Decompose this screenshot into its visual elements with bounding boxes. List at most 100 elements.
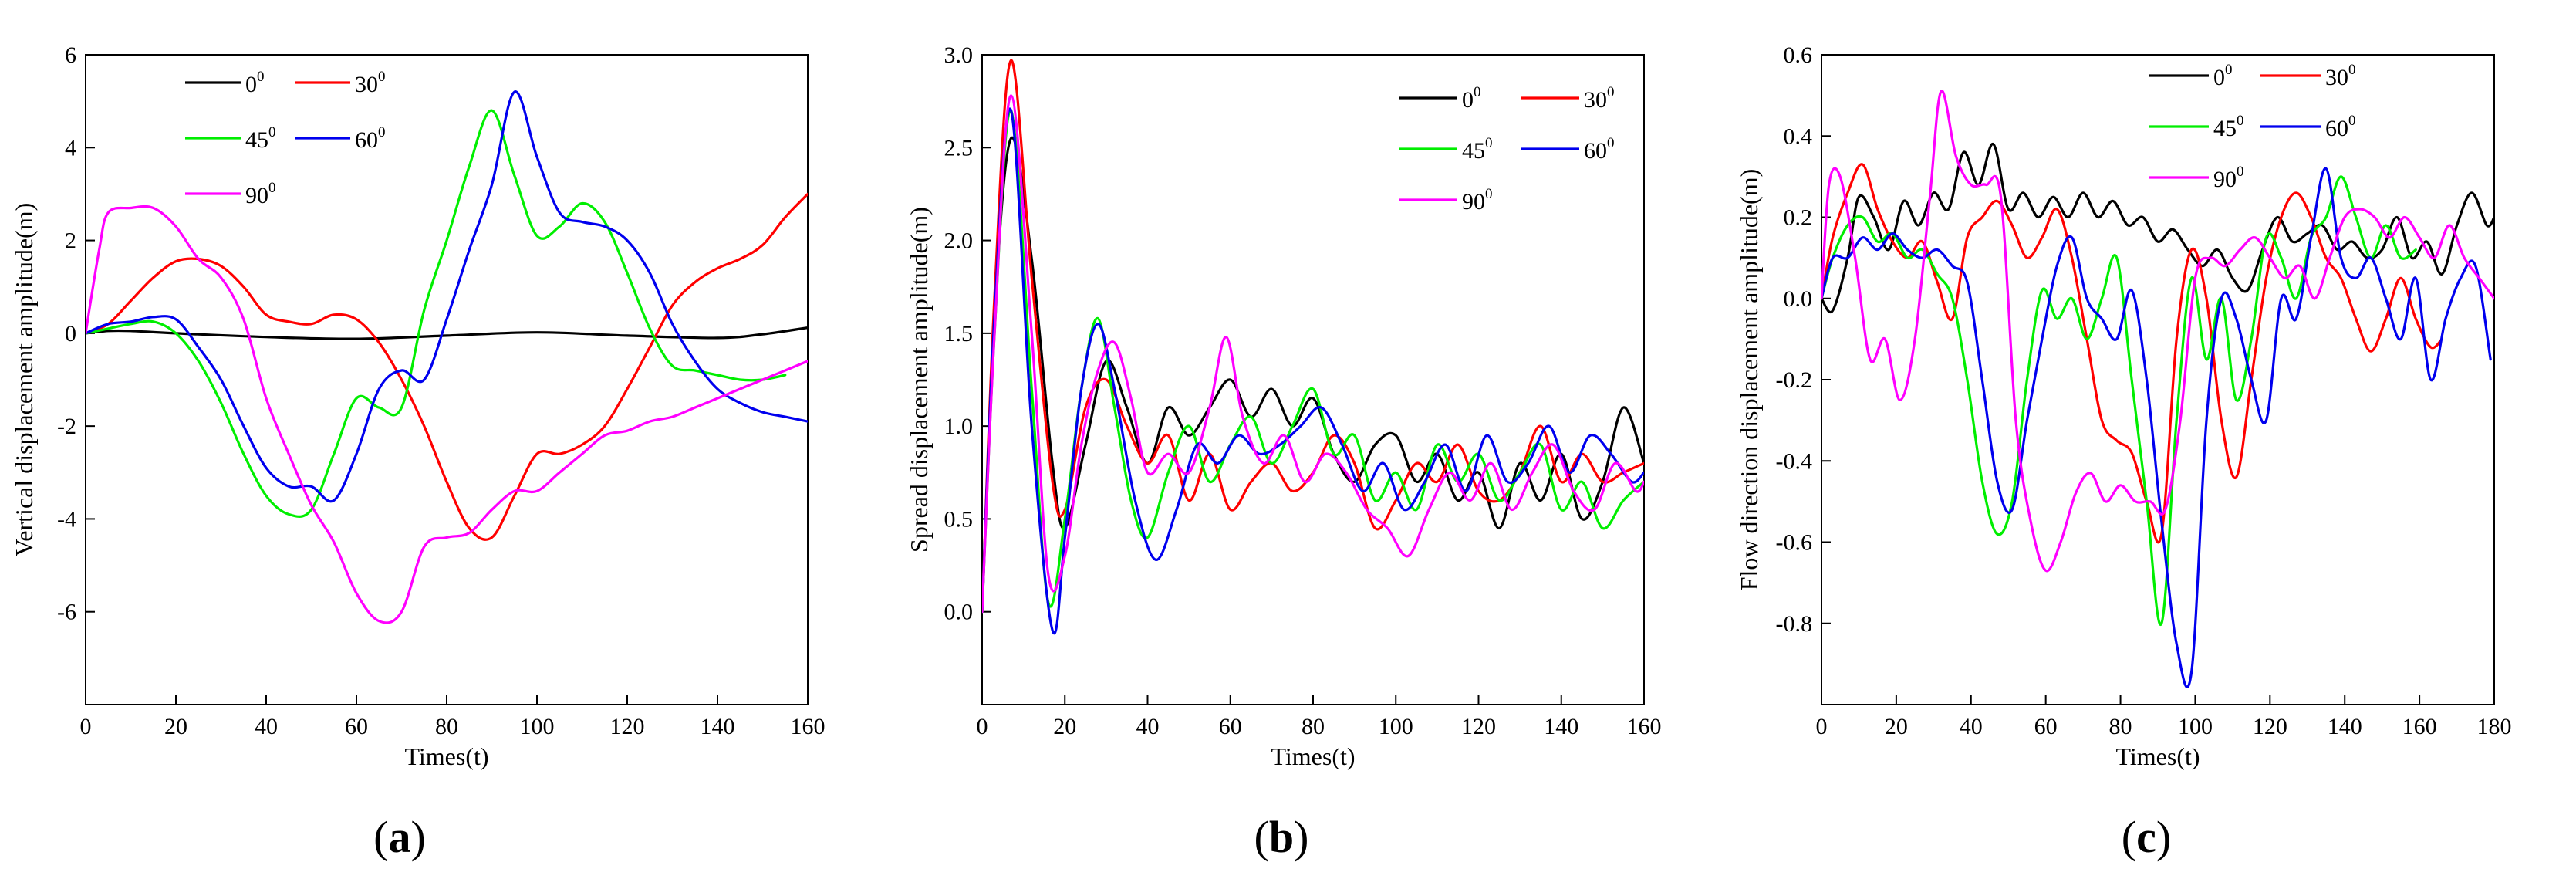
caption-letter: c xyxy=(2136,812,2156,862)
series-line-45 xyxy=(1821,175,2417,627)
caption-open: ( xyxy=(373,812,388,862)
y-tick-label: 6 xyxy=(65,42,76,68)
y-tick-label: 4 xyxy=(65,135,76,161)
legend-sup: 0 xyxy=(1607,84,1615,100)
x-tick-label: 60 xyxy=(1219,714,1242,739)
legend-sup: 0 xyxy=(2225,62,2233,78)
x-tick-label: 160 xyxy=(1627,714,1662,739)
legend-label-30: 300 xyxy=(2325,62,2356,90)
y-tick-label: 2.0 xyxy=(944,228,974,254)
chart-panel-a: 0 20 40 60 80 100 120 140 160 -6 -4 -2 0 2 4 6 Times(t) V… xyxy=(10,42,825,770)
x-tick-label: 0 xyxy=(977,714,988,739)
y-axis-label: Spread displacement amplitude(m) xyxy=(905,207,933,553)
legend-sup: 0 xyxy=(378,69,386,85)
legend-sup: 0 xyxy=(1485,186,1493,202)
series-line-90 xyxy=(982,94,1644,614)
caption-close: ) xyxy=(1294,812,1308,862)
caption-open: ( xyxy=(2122,812,2136,862)
y-tick-label: 0.4 xyxy=(1784,123,1813,149)
x-axis-label: Times(t) xyxy=(2115,742,2200,770)
x-tick-label: 120 xyxy=(2253,714,2287,739)
y-tick-label: -0.4 xyxy=(1776,448,1813,474)
y-tick-label: -0.8 xyxy=(1776,611,1813,637)
y-tick-label: 1.0 xyxy=(944,414,974,439)
x-tick-label: 120 xyxy=(1461,714,1496,739)
legend-sup: 0 xyxy=(2237,164,2244,180)
series-line-0 xyxy=(86,326,808,340)
y-axis-label: Flow direction displacement amplitude(m) xyxy=(1735,169,1763,591)
x-tick-label: 140 xyxy=(2328,714,2362,739)
x-axis-label: Times(t) xyxy=(404,742,488,770)
x-tick-label: 0 xyxy=(1816,714,1828,739)
y-tick-label: -4 xyxy=(57,506,76,532)
x-tick-label: 100 xyxy=(2178,714,2213,739)
plot-frame xyxy=(981,54,1645,705)
series-line-90 xyxy=(86,205,808,624)
x-tick-label: 80 xyxy=(1302,714,1325,739)
y-tick-label: 3.0 xyxy=(944,42,974,68)
x-tick-label: 80 xyxy=(435,714,458,739)
caption-close: ) xyxy=(2156,812,2171,862)
y-tick-label: -2 xyxy=(57,414,76,439)
y-tick-label: 2.5 xyxy=(944,135,974,161)
legend-sup: 0 xyxy=(2348,62,2356,78)
x-tick-label: 20 xyxy=(1885,714,1908,739)
x-tick-label: 120 xyxy=(610,714,645,739)
legend-sup: 0 xyxy=(257,69,265,85)
legend-sup: 0 xyxy=(1607,135,1615,151)
legend-sup: 0 xyxy=(268,124,276,140)
legend-label-45: 450 xyxy=(245,124,276,153)
series-line-60 xyxy=(1821,167,2492,688)
caption-open: ( xyxy=(1254,812,1269,862)
y-axis-label: Vertical displacement amplitude(m) xyxy=(10,203,38,557)
legend-label-0: 00 xyxy=(2213,62,2233,90)
legend-sup: 0 xyxy=(2237,113,2244,129)
x-tick-label: 60 xyxy=(2034,714,2058,739)
x-tick-label: 20 xyxy=(164,714,187,739)
y-tick-label: 1.5 xyxy=(944,321,974,347)
legend-label-0: 00 xyxy=(245,69,265,97)
legend-label-30: 300 xyxy=(1584,84,1615,113)
series-line-30 xyxy=(982,59,1644,614)
caption-letter: b xyxy=(1269,812,1294,862)
y-tick-label: 2 xyxy=(65,228,76,254)
y-tick-label: -0.6 xyxy=(1776,530,1813,556)
panel-caption-b: (b) xyxy=(1254,812,1309,862)
legend-sup: 0 xyxy=(1474,84,1481,100)
chart-panel-b: 0 20 40 60 80 100 120 140 160 0.0 0.5 1.0 1.5 2.0 2.5 3… xyxy=(905,42,1662,770)
x-tick-label: 140 xyxy=(1544,714,1578,739)
legend-sup: 0 xyxy=(378,124,386,140)
x-axis-label: Times(t) xyxy=(1271,742,1355,770)
x-tick-label: 40 xyxy=(255,714,278,739)
legend-label-0: 00 xyxy=(1462,84,1481,113)
caption-close: ) xyxy=(411,812,426,862)
x-tick-label: 100 xyxy=(520,714,555,739)
legend-sup: 0 xyxy=(2348,113,2356,129)
legend-label-45: 450 xyxy=(2213,113,2244,141)
series-line-0 xyxy=(982,136,1644,614)
series-line-90 xyxy=(1821,90,2494,573)
y-tick-label: 0.2 xyxy=(1784,205,1813,231)
y-tick-label: 0 xyxy=(65,321,76,347)
x-tick-label: 140 xyxy=(701,714,735,739)
x-tick-label: 160 xyxy=(791,714,825,739)
x-tick-label: 160 xyxy=(2402,714,2437,739)
legend-label-90: 900 xyxy=(2213,164,2244,192)
legend-label-45: 450 xyxy=(1462,135,1493,164)
panel-caption-a: (a) xyxy=(373,812,426,862)
x-tick-label: 100 xyxy=(1379,714,1413,739)
panel-caption-c: (c) xyxy=(2122,812,2171,862)
x-tick-label: 20 xyxy=(1053,714,1076,739)
x-tick-label: 60 xyxy=(345,714,368,739)
x-tick-label: 40 xyxy=(1136,714,1160,739)
y-tick-label: -0.2 xyxy=(1776,367,1813,393)
chart-panel-c: 0 20 40 60 80 100 120 140 160 180 -0.8 -0.6 -0.4 -0.2… xyxy=(1735,42,2512,770)
y-tick-label: -6 xyxy=(57,600,76,625)
x-tick-label: 80 xyxy=(2109,714,2132,739)
x-tick-label: 0 xyxy=(80,714,92,739)
series-line-30 xyxy=(86,192,808,541)
